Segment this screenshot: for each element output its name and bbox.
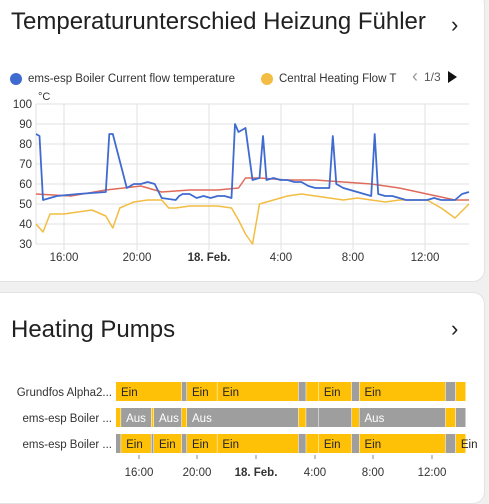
timeline-segment xyxy=(298,434,306,453)
y-tick-label: 30 xyxy=(19,239,32,251)
row-label: ems-esp Boiler ... xyxy=(23,413,112,425)
segment-label: Ein xyxy=(222,387,239,399)
timeline-segment xyxy=(318,382,352,401)
timeline-segment xyxy=(445,382,456,401)
y-tick-label: 80 xyxy=(19,139,32,151)
timeline-segment xyxy=(306,434,319,453)
legend-pager: ‹ 1/3 xyxy=(412,66,457,87)
timeline-segment xyxy=(351,434,359,453)
row-label: ems-esp Boiler ... xyxy=(23,439,112,451)
card-title: Temperaturunterschied Heizung Fühler xyxy=(11,8,426,35)
timeline-segment xyxy=(151,408,154,427)
timeline-segment xyxy=(217,434,299,453)
timeline-segment xyxy=(359,382,446,401)
y-tick-label: 40 xyxy=(19,219,32,231)
timeline-segment xyxy=(154,434,182,453)
row-label: Grundfos Alpha2... xyxy=(17,387,112,399)
timeline-segment xyxy=(187,408,299,427)
timeline-segment xyxy=(318,434,352,453)
segment-label: Ein xyxy=(126,439,143,451)
chevron-right-icon[interactable]: › xyxy=(451,316,459,341)
timeline-segment xyxy=(181,382,187,401)
x-tick-label: 4:00 xyxy=(270,252,292,264)
segment-label: Aus xyxy=(159,413,179,425)
segment-label: Ein xyxy=(324,439,341,451)
x-tick-label: 4:00 xyxy=(304,467,326,479)
timeline-segment xyxy=(121,434,151,453)
x-tick-label: 20:00 xyxy=(123,252,152,264)
timeline-segment xyxy=(298,408,306,427)
timeline-segment xyxy=(154,408,182,427)
chevron-right-icon[interactable]: › xyxy=(451,12,459,37)
legend-label: Central Heating Flow T xyxy=(279,73,397,85)
series-line xyxy=(35,193,470,245)
temperature-chart: °C 100 90 80 70 60 50 40 30 16:00 20:00 18. Feb. 4:0… xyxy=(13,91,470,264)
timeline-segment xyxy=(116,434,121,453)
timeline-segment xyxy=(151,434,154,453)
timeline-segment xyxy=(116,382,182,401)
timeline-segment xyxy=(359,434,446,453)
y-tick-label: 60 xyxy=(19,179,32,191)
x-tick-label: 12:00 xyxy=(411,252,440,264)
x-tick-label: 20:00 xyxy=(183,467,212,479)
x-tick-label: 16:00 xyxy=(50,252,79,264)
x-tick-label: 8:00 xyxy=(342,252,364,264)
timeline-segment xyxy=(359,408,446,427)
timeline-segment xyxy=(306,408,319,427)
series-line xyxy=(35,123,470,201)
segment-label: Aus xyxy=(365,413,385,425)
y-unit-label: °C xyxy=(38,91,50,103)
timeline-segment xyxy=(181,434,187,453)
timeline-segment xyxy=(181,408,187,427)
segment-label: Ein xyxy=(222,439,239,451)
timeline-segment xyxy=(445,434,456,453)
legend-label: ems-esp Boiler Current flow temperature xyxy=(28,73,236,85)
x-tick-label: 18. Feb. xyxy=(235,467,278,479)
segment-label: Ein xyxy=(365,387,382,399)
x-tick-label: 8:00 xyxy=(362,467,384,479)
timeline-segment xyxy=(187,382,217,401)
timeline-segment xyxy=(455,434,466,453)
segment-label: Ein xyxy=(121,387,138,399)
segment-label: Ein xyxy=(461,439,478,451)
timeline-segment xyxy=(298,382,306,401)
x-tick-label: 12:00 xyxy=(418,467,447,479)
timeline-segment xyxy=(445,408,456,427)
timeline-segment xyxy=(455,408,466,427)
y-tick-label: 70 xyxy=(19,159,32,171)
legend-dot-icon xyxy=(261,73,273,85)
x-tick-label: 18. Feb. xyxy=(188,252,231,264)
timeline-segment xyxy=(187,434,217,453)
pager-text: 1/3 xyxy=(424,69,441,84)
timeline-segment xyxy=(351,408,359,427)
timeline-segment xyxy=(318,408,352,427)
timeline-segment xyxy=(455,382,466,401)
chevron-left-icon[interactable]: ‹ xyxy=(412,66,418,86)
legend-item-flow-temperature[interactable]: ems-esp Boiler Current flow temperature xyxy=(10,73,235,85)
timeline-segment xyxy=(121,408,151,427)
temperature-difference-card xyxy=(0,0,485,282)
triangle-right-icon[interactable] xyxy=(447,70,457,83)
y-tick-label: 50 xyxy=(19,199,32,211)
x-tick-label: 16:00 xyxy=(125,467,154,479)
legend-item-central-heating[interactable]: Central Heating Flow T xyxy=(261,73,399,85)
segment-label: Ein xyxy=(365,439,382,451)
segment-label: Aus xyxy=(192,413,212,425)
y-tick-label: 90 xyxy=(19,119,32,131)
timeline-segment xyxy=(351,382,359,401)
segment-label: Aus xyxy=(126,413,146,425)
timeline-segment xyxy=(306,382,319,401)
timeline-segment xyxy=(116,408,121,427)
card-title: Heating Pumps xyxy=(11,316,176,343)
timeline-segment xyxy=(217,382,299,401)
y-tick-label: 100 xyxy=(13,99,32,111)
segment-label: Ein xyxy=(192,387,209,399)
segment-label: Ein xyxy=(324,387,341,399)
legend-dot-icon xyxy=(10,73,22,85)
segment-label: Ein xyxy=(159,439,176,451)
segment-label: Ein xyxy=(192,439,209,451)
